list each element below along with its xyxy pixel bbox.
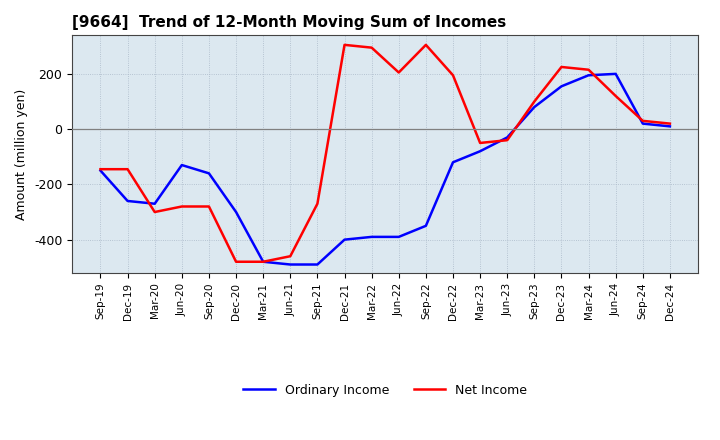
Net Income: [503, 138, 511, 143]
Net Income: [639, 118, 647, 124]
Ordinary Income: [367, 234, 376, 239]
Net Income: [123, 167, 132, 172]
Ordinary Income: [178, 162, 186, 168]
Line: Net Income: Net Income: [101, 45, 670, 262]
Ordinary Income: [341, 237, 349, 242]
Legend: Ordinary Income, Net Income: Ordinary Income, Net Income: [238, 379, 532, 402]
Ordinary Income: [557, 84, 566, 89]
Text: [9664]  Trend of 12-Month Moving Sum of Incomes: [9664] Trend of 12-Month Moving Sum of I…: [72, 15, 506, 30]
Ordinary Income: [611, 71, 620, 77]
Net Income: [611, 93, 620, 99]
Net Income: [150, 209, 159, 215]
Net Income: [286, 253, 294, 259]
Net Income: [313, 201, 322, 206]
Net Income: [232, 259, 240, 264]
Ordinary Income: [313, 262, 322, 267]
Net Income: [96, 167, 105, 172]
Ordinary Income: [395, 234, 403, 239]
Ordinary Income: [96, 168, 105, 173]
Ordinary Income: [639, 121, 647, 126]
Ordinary Income: [665, 124, 674, 129]
Ordinary Income: [421, 223, 430, 228]
Net Income: [557, 64, 566, 70]
Ordinary Income: [476, 149, 485, 154]
Y-axis label: Amount (million yen): Amount (million yen): [15, 88, 28, 220]
Net Income: [259, 259, 268, 264]
Net Income: [665, 121, 674, 126]
Net Income: [395, 70, 403, 75]
Ordinary Income: [259, 259, 268, 264]
Net Income: [530, 99, 539, 104]
Ordinary Income: [150, 201, 159, 206]
Net Income: [476, 140, 485, 146]
Net Income: [367, 45, 376, 50]
Net Income: [449, 73, 457, 78]
Ordinary Income: [530, 104, 539, 110]
Ordinary Income: [204, 171, 213, 176]
Net Income: [178, 204, 186, 209]
Ordinary Income: [503, 135, 511, 140]
Net Income: [204, 204, 213, 209]
Ordinary Income: [286, 262, 294, 267]
Ordinary Income: [449, 160, 457, 165]
Net Income: [341, 42, 349, 48]
Net Income: [584, 67, 593, 72]
Ordinary Income: [232, 209, 240, 215]
Ordinary Income: [584, 73, 593, 78]
Ordinary Income: [123, 198, 132, 204]
Net Income: [421, 42, 430, 48]
Line: Ordinary Income: Ordinary Income: [101, 74, 670, 264]
